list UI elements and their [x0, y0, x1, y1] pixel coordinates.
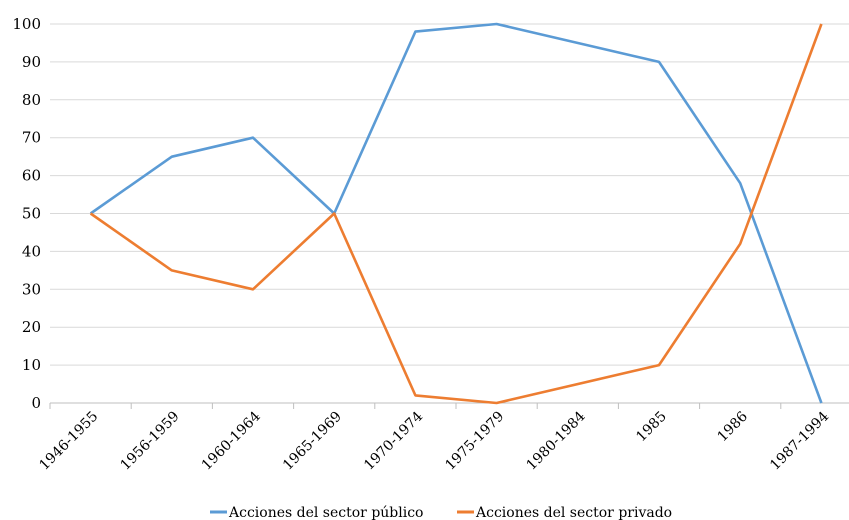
x-tick-label: 1980-1984 — [524, 408, 589, 473]
y-tick-label: 90 — [22, 53, 41, 71]
x-tick-label: 1986 — [715, 408, 752, 445]
x-tick-label: 1960-1964 — [199, 408, 264, 473]
y-tick-label: 30 — [22, 280, 41, 298]
y-tick-label: 70 — [22, 129, 41, 147]
y-tick-label: 20 — [22, 318, 41, 336]
x-tick-label: 1987-1994 — [767, 408, 832, 473]
y-tick-label: 100 — [12, 15, 41, 33]
y-axis-tick-labels: 0 10 20 30 40 50 60 70 80 90 100 — [12, 15, 41, 412]
series-line-2 — [89, 23, 823, 405]
y-tick-label: 0 — [31, 394, 41, 412]
x-axis-tick-labels: 1946-1955 1956-1959 1960-1964 1965-1969 1970… — [36, 408, 832, 473]
y-tick-label: 10 — [22, 356, 41, 374]
gridlines — [50, 23, 849, 366]
y-tick-label: 60 — [22, 167, 41, 185]
y-tick-label: 40 — [22, 242, 41, 260]
series-line-1 — [89, 22, 823, 404]
x-tick-label: 1970-1974 — [361, 408, 426, 473]
y-tick-label: 50 — [22, 205, 41, 223]
legend-label: Acciones del sector privado — [475, 505, 672, 520]
series-lines — [89, 22, 823, 405]
x-tick-label: 1965-1969 — [280, 409, 345, 474]
y-tick-label: 80 — [22, 91, 41, 109]
x-tick-label: 1975-1979 — [442, 409, 507, 474]
legend-label: Acciones del sector público — [228, 505, 423, 520]
legend: Acciones del sector público Acciones del … — [210, 505, 672, 520]
x-tick-label: 1956-1959 — [118, 409, 183, 474]
x-tick-label: 1985 — [633, 409, 670, 446]
x-axis — [49, 402, 849, 409]
x-tick-label: 1946-1955 — [36, 409, 101, 474]
